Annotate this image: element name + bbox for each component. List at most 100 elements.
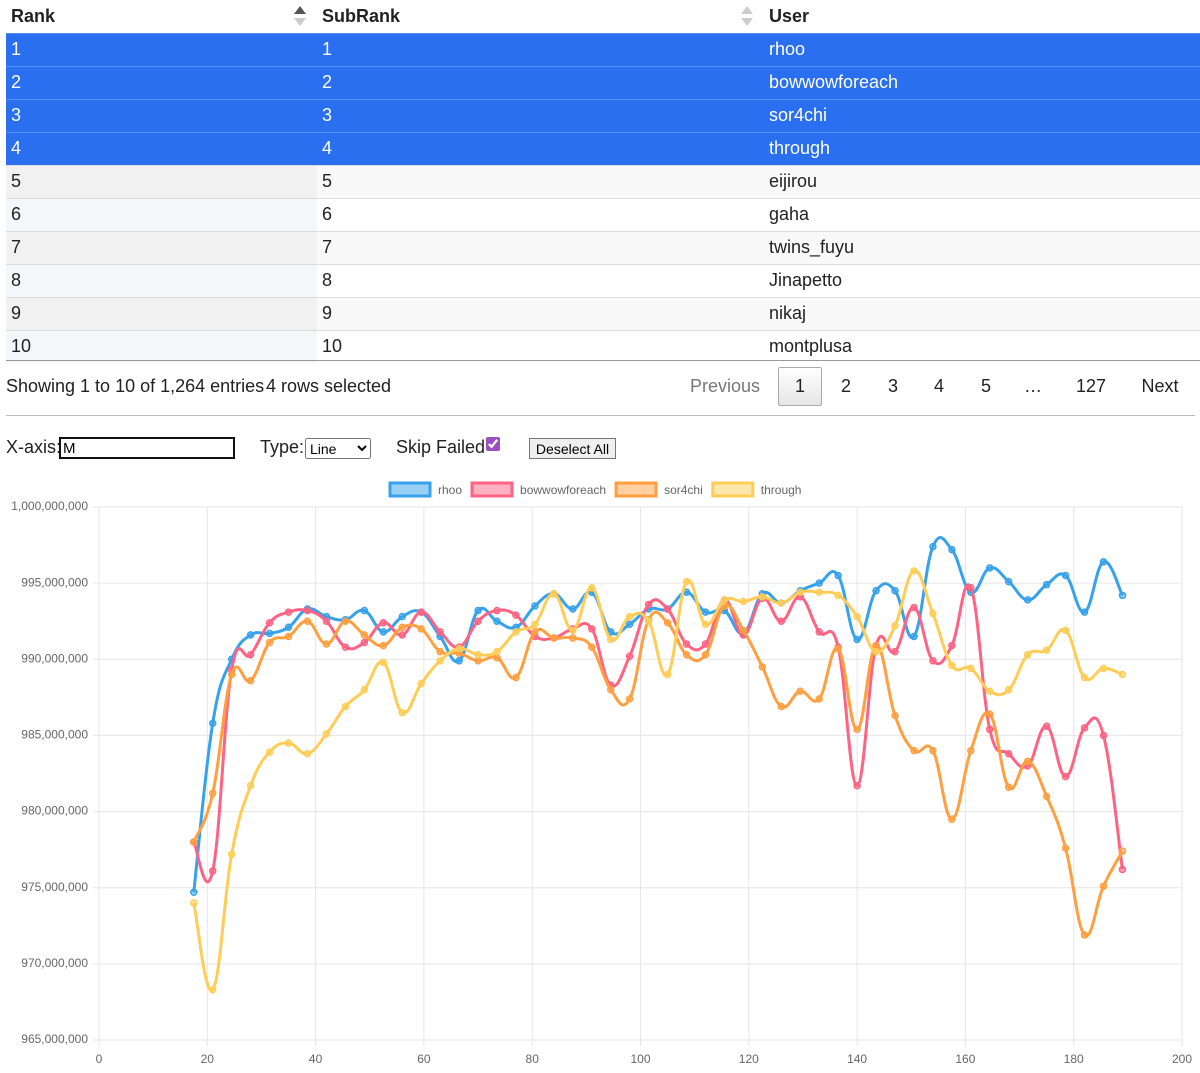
data-point bbox=[1023, 757, 1032, 766]
table-cell[interactable]: 2 bbox=[317, 66, 764, 99]
data-point bbox=[1004, 783, 1013, 791]
table-cell[interactable]: 7 bbox=[6, 231, 317, 264]
table-cell[interactable]: nikaj bbox=[764, 297, 1200, 330]
table-cell[interactable]: Jinapetto bbox=[764, 264, 1200, 297]
table-cell[interactable]: twins_fuyu bbox=[764, 231, 1200, 264]
data-point bbox=[682, 640, 691, 648]
data-point bbox=[379, 658, 388, 667]
page-button[interactable]: 3 bbox=[887, 376, 898, 396]
row-border bbox=[6, 66, 1200, 67]
table-cell[interactable]: bowwowforeach bbox=[764, 66, 1200, 99]
table-cell[interactable]: 4 bbox=[6, 132, 317, 165]
data-point bbox=[1099, 558, 1108, 566]
data-point bbox=[758, 663, 767, 671]
selection-text: 4 rows selected bbox=[266, 376, 392, 396]
data-point bbox=[663, 618, 672, 627]
x-axis-input[interactable] bbox=[59, 437, 235, 459]
data-point bbox=[625, 620, 634, 629]
table-cell[interactable]: 2 bbox=[6, 66, 317, 99]
table-cell[interactable]: 3 bbox=[317, 99, 764, 132]
data-point bbox=[1080, 724, 1089, 732]
y-tick-label: 975,000,000 bbox=[21, 880, 88, 894]
data-point bbox=[606, 635, 615, 644]
table-cell[interactable]: 9 bbox=[6, 297, 317, 330]
table-cell[interactable]: 10 bbox=[317, 330, 764, 363]
table-cell[interactable]: 7 bbox=[317, 231, 764, 264]
data-point bbox=[1061, 626, 1070, 635]
data-point bbox=[948, 815, 956, 823]
table-cell[interactable]: sor4chi bbox=[764, 99, 1200, 132]
page-button[interactable]: … bbox=[1024, 376, 1042, 396]
data-point bbox=[398, 623, 406, 632]
table-cell[interactable]: 8 bbox=[317, 264, 764, 297]
column-header: SubRank bbox=[322, 6, 401, 26]
table-cell[interactable]: 4 bbox=[317, 132, 764, 165]
page-button[interactable]: Previous bbox=[689, 376, 761, 396]
data-point bbox=[379, 618, 388, 627]
x-tick-label: 0 bbox=[96, 1052, 103, 1066]
table-cell[interactable]: 5 bbox=[317, 165, 764, 198]
data-point bbox=[398, 612, 406, 621]
y-tick-label: 990,000,000 bbox=[21, 651, 88, 665]
page-button[interactable]: 127 bbox=[1075, 376, 1107, 396]
data-point bbox=[360, 631, 369, 639]
table-cell[interactable]: gaha bbox=[764, 198, 1200, 231]
data-point bbox=[1061, 571, 1070, 580]
page-button[interactable]: 5 bbox=[980, 376, 991, 396]
data-point bbox=[303, 606, 312, 615]
data-point bbox=[815, 695, 823, 703]
data-point bbox=[190, 838, 198, 846]
legend-label: rhoo bbox=[438, 483, 462, 497]
data-point bbox=[569, 605, 577, 613]
sort-icon[interactable] bbox=[740, 5, 754, 27]
legend-swatch bbox=[711, 481, 755, 498]
sort-icon[interactable] bbox=[293, 5, 307, 27]
table-cell[interactable]: 9 bbox=[317, 297, 764, 330]
page-button[interactable]: Next bbox=[1141, 376, 1179, 396]
data-point bbox=[625, 695, 634, 703]
skip-failed-checkbox[interactable] bbox=[486, 437, 500, 451]
data-point bbox=[493, 606, 501, 615]
data-point bbox=[512, 673, 520, 682]
table-cell[interactable]: 1 bbox=[317, 33, 764, 66]
table-cell[interactable]: 1 bbox=[6, 33, 317, 66]
data-point bbox=[322, 640, 331, 648]
table-cell[interactable]: 8 bbox=[6, 264, 317, 297]
data-point bbox=[948, 661, 956, 670]
table-cell[interactable]: 5 bbox=[6, 165, 317, 198]
data-point bbox=[208, 985, 217, 994]
data-point bbox=[550, 590, 558, 598]
data-point bbox=[246, 676, 255, 685]
series-line bbox=[192, 536, 1124, 893]
data-point bbox=[853, 635, 861, 644]
page-button[interactable]: 2 bbox=[840, 376, 851, 396]
type-select[interactable]: Line bbox=[305, 438, 371, 459]
table-cell[interactable]: rhoo bbox=[764, 33, 1200, 66]
table-cell[interactable]: 10 bbox=[6, 330, 317, 363]
data-point bbox=[436, 657, 444, 665]
data-point bbox=[531, 602, 539, 610]
data-point bbox=[872, 641, 880, 650]
table-cell[interactable]: 3 bbox=[6, 99, 317, 132]
data-point bbox=[1023, 596, 1032, 604]
data-point bbox=[474, 606, 482, 615]
table-cell[interactable]: 6 bbox=[6, 198, 317, 231]
table-cell[interactable]: eijirou bbox=[764, 165, 1200, 198]
data-point bbox=[834, 571, 842, 580]
row-border bbox=[6, 33, 1200, 34]
x-tick-label: 100 bbox=[630, 1052, 650, 1066]
row-border bbox=[6, 231, 1200, 232]
table-cell[interactable]: through bbox=[764, 132, 1200, 165]
data-point bbox=[208, 719, 217, 727]
y-tick-label: 980,000,000 bbox=[21, 804, 88, 818]
data-point bbox=[777, 702, 786, 711]
deselect-all-button[interactable]: Deselect All bbox=[529, 438, 616, 459]
table-cell[interactable]: 6 bbox=[317, 198, 764, 231]
data-point bbox=[190, 899, 198, 907]
x-tick-label: 140 bbox=[847, 1052, 867, 1066]
page-button[interactable]: 4 bbox=[933, 376, 944, 396]
page-button[interactable]: 1 bbox=[778, 367, 822, 406]
table-cell[interactable]: montplusa bbox=[764, 330, 1200, 363]
data-point bbox=[929, 657, 937, 665]
